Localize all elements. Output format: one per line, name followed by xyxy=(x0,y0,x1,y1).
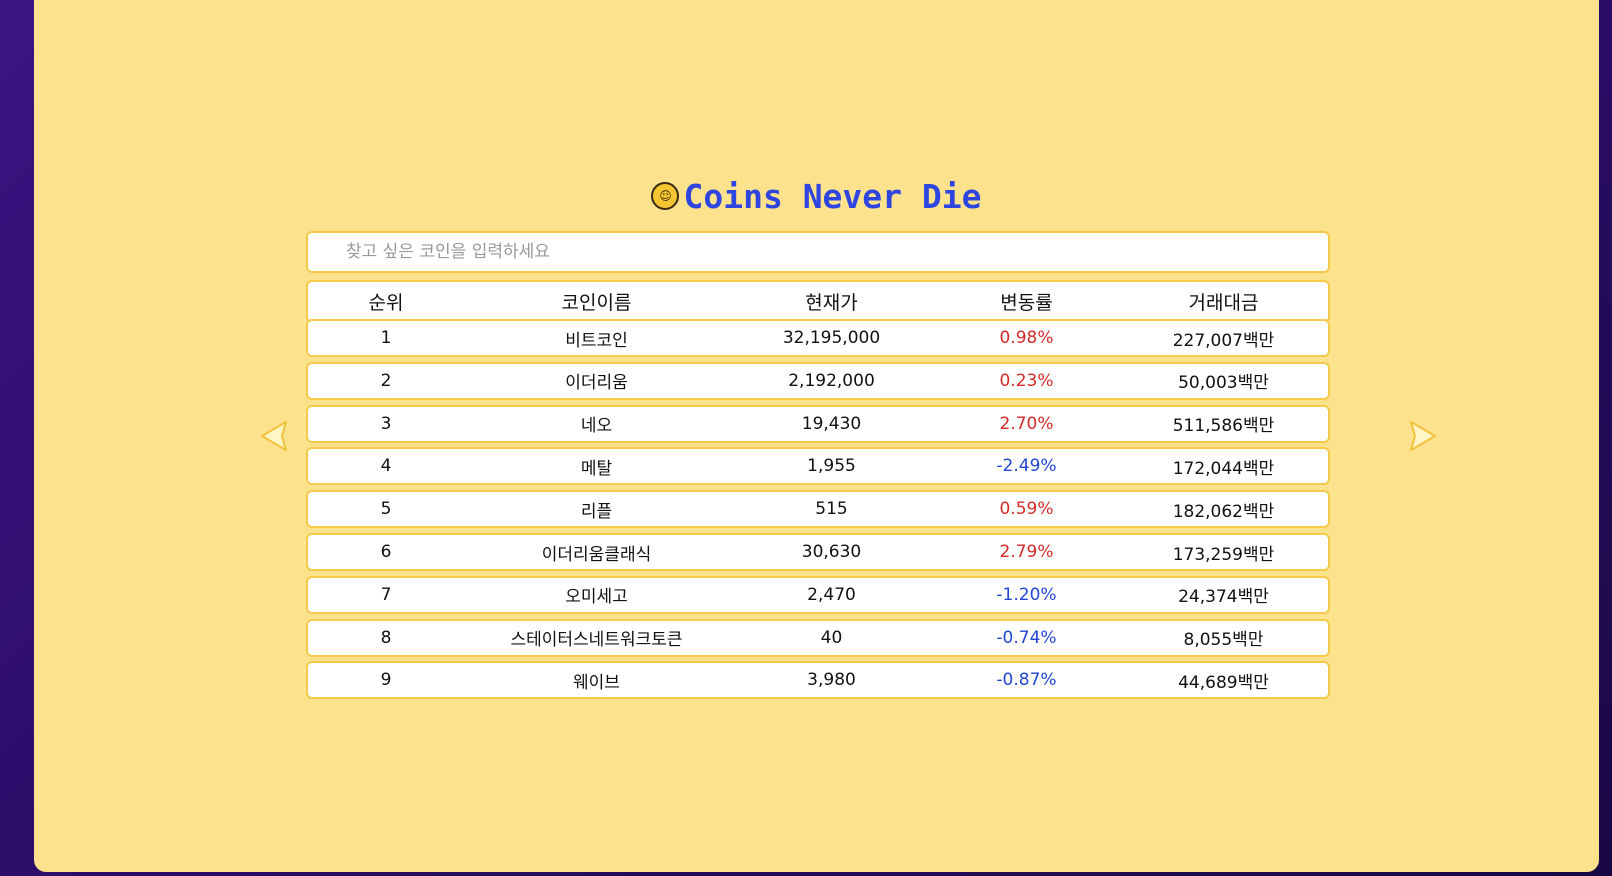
volume-cell: 172,044백만 xyxy=(1172,458,1275,479)
app-header: ☺ Coins Never Die xyxy=(34,174,1599,218)
coin-name-cell: 메탈 xyxy=(580,458,613,479)
table-row[interactable]: 1 비트코인 32,195,000 0.98% 227,007백만 xyxy=(306,319,1330,357)
price-cell: 40 xyxy=(820,627,843,648)
volume-cell: 227,007백만 xyxy=(1172,330,1275,351)
rank-cell: 9 xyxy=(380,670,392,691)
rank-cell: 7 xyxy=(380,584,392,605)
price-cell: 30,630 xyxy=(801,542,862,562)
column-header-price: 현재가 xyxy=(805,292,858,314)
table-row[interactable]: 5 리플 515 0.59% 182,062백만 xyxy=(306,490,1330,529)
rank-cell: 4 xyxy=(380,456,392,477)
table-row[interactable]: 7 오미세고 2,470 -1.20% 24,374백만 xyxy=(306,575,1330,614)
coin-name-cell: 오미세고 xyxy=(565,587,628,608)
coin-name-cell: 리플 xyxy=(580,501,613,522)
change-cell: 2.70% xyxy=(999,413,1054,434)
table-row[interactable]: 3 네오 19,430 2.70% 511,586백만 xyxy=(306,404,1330,443)
column-header-volume: 거래대금 xyxy=(1188,292,1259,314)
change-cell: -1.20% xyxy=(996,584,1057,605)
price-cell: 515 xyxy=(815,499,848,520)
volume-cell: 24,374백만 xyxy=(1178,587,1269,608)
coin-name-cell: 네오 xyxy=(580,416,613,437)
volume-cell: 511,586백만 xyxy=(1172,416,1275,437)
table-header: 순위 코인이름 현재가 변동률 거래대금 xyxy=(306,280,1330,323)
volume-cell: 182,062백만 xyxy=(1172,501,1275,522)
volume-cell: 44,689백만 xyxy=(1178,672,1269,693)
price-cell: 2,192,000 xyxy=(788,370,875,391)
rank-cell: 8 xyxy=(380,627,392,648)
coin-name-cell: 웨이브 xyxy=(573,672,620,693)
price-cell: 3,980 xyxy=(807,670,856,691)
rank-cell: 2 xyxy=(380,370,392,391)
column-header-change: 변동률 xyxy=(1000,292,1053,314)
change-cell: 0.23% xyxy=(999,370,1054,391)
rank-cell: 6 xyxy=(380,542,392,562)
price-cell: 32,195,000 xyxy=(782,328,881,348)
table-row[interactable]: 4 메탈 1,955 -2.49% 172,044백만 xyxy=(306,447,1330,486)
column-header-rank: 순위 xyxy=(368,292,404,314)
coin-name-cell: 이더리움클래식 xyxy=(541,544,652,565)
table-row[interactable]: 9 웨이브 3,980 -0.87% 44,689백만 xyxy=(306,661,1330,700)
rank-cell: 3 xyxy=(380,413,392,434)
change-cell: -0.87% xyxy=(996,670,1057,691)
volume-cell: 8,055백만 xyxy=(1183,630,1264,651)
table-row[interactable]: 8 스테이터스네트워크토큰 40 -0.74% 8,055백만 xyxy=(306,618,1330,657)
main-panel: ☺ Coins Never Die 순위 코인이름 현재가 변동률 거래대금 1… xyxy=(34,0,1599,872)
arrow-left-icon[interactable] xyxy=(260,420,288,452)
app-title: Coins Never Die xyxy=(683,176,982,216)
coin-name-cell: 이더리움 xyxy=(565,373,628,394)
price-cell: 19,430 xyxy=(801,413,862,434)
rank-cell: 1 xyxy=(380,328,392,348)
window-edge xyxy=(1599,0,1612,876)
price-cell: 2,470 xyxy=(807,584,856,605)
coin-name-cell: 스테이터스네트워크토큰 xyxy=(510,630,683,651)
rank-cell: 5 xyxy=(380,499,392,520)
table-row[interactable]: 6 이더리움클래식 30,630 2.79% 173,259백만 xyxy=(306,533,1330,571)
change-cell: 0.59% xyxy=(999,499,1054,520)
coin-icon: ☺ xyxy=(651,182,680,210)
change-cell: -0.74% xyxy=(996,627,1057,648)
volume-cell: 173,259백만 xyxy=(1172,544,1275,565)
volume-cell: 50,003백만 xyxy=(1178,373,1269,394)
table-row[interactable]: 2 이더리움 2,192,000 0.23% 50,003백만 xyxy=(306,361,1330,400)
change-cell: 2.79% xyxy=(999,542,1054,562)
column-header-name: 코인이름 xyxy=(561,292,632,314)
arrow-right-icon[interactable] xyxy=(1409,420,1437,452)
search-input[interactable] xyxy=(306,231,1330,273)
change-cell: 0.98% xyxy=(999,328,1054,348)
price-cell: 1,955 xyxy=(807,456,856,477)
change-cell: -2.49% xyxy=(996,456,1057,477)
coin-name-cell: 비트코인 xyxy=(565,330,628,351)
